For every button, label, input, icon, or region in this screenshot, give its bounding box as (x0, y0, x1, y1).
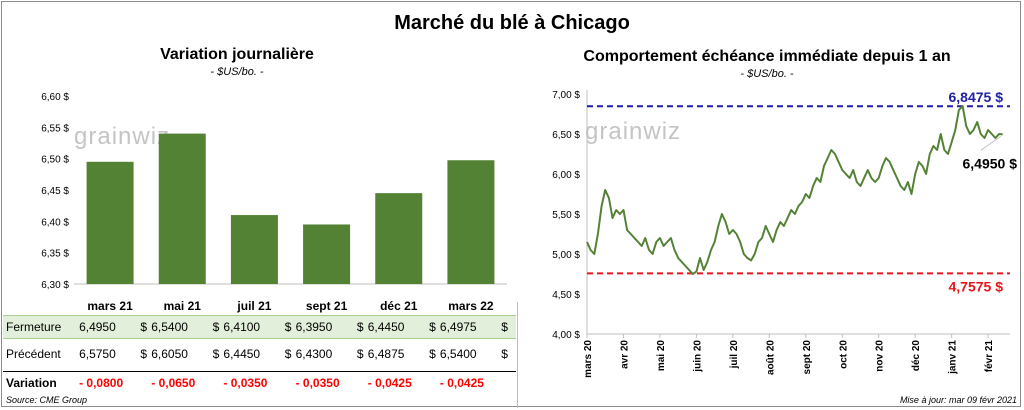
cell-value: - 0,0425 (367, 376, 412, 390)
cell-currency: $ (284, 347, 292, 361)
x-tick-label: déc 21 (380, 299, 418, 313)
cell-value: - 0,0800 (79, 376, 124, 390)
cell-value: 6,5750 (79, 347, 116, 361)
cell-value: 6,6050 (151, 347, 188, 361)
y-tick-label: 4,50 $ (552, 290, 580, 301)
page-title: Marché du blé à Chicago (394, 12, 630, 34)
y-tick-label: 6,30 $ (41, 280, 69, 291)
x-tick-label: avr 20 (619, 340, 630, 369)
bar (303, 224, 351, 284)
cell-value: 6,4875 (367, 347, 405, 361)
cell-currency: $ (284, 320, 292, 334)
cell-value: 6,5400 (151, 320, 188, 334)
cell-currency: $ (212, 320, 220, 334)
x-tick-label: août 20 (765, 340, 776, 375)
bar (375, 193, 423, 284)
table-row-close: Fermeture 6,4950 $6,5400 $6,4100 $6,3950 $6,… (3, 315, 516, 339)
bar (447, 160, 495, 284)
x-tick-label: mars 22 (448, 299, 494, 313)
x-tick-label: mars 20 (583, 340, 594, 378)
cell-currency: $ (501, 347, 508, 361)
cell-value: 6,4450 (223, 347, 261, 361)
x-tick-label: juin 20 (692, 340, 703, 373)
x-tick-label: déc 20 (911, 340, 922, 372)
x-tick-label: févr 21 (984, 340, 995, 373)
y-tick-label: 6,00 $ (552, 170, 580, 181)
last-value-label: 6,4950 $ (963, 155, 1018, 171)
cell-currency: $ (212, 347, 220, 361)
price-line (586, 105, 1003, 275)
x-tick-label: sept 20 (802, 340, 813, 375)
y-tick-label: 5,50 $ (552, 210, 580, 221)
x-tick-label: mars 21 (87, 299, 133, 313)
cell-value: 6,4950 (79, 320, 116, 334)
y-tick-label: 6,45 $ (41, 186, 69, 197)
divider (517, 302, 518, 408)
cell-value: - 0,0350 (295, 376, 340, 390)
table-row-previous: Précédent 6,5750 $6,6050 $6,4450 $6,4300 $6,… (3, 343, 516, 365)
line-chart-title: Comportement échéance immédiate depuis 1… (583, 48, 951, 65)
bar-chart-subtitle: - $US/bo. - (210, 66, 264, 78)
row-label: Variation (6, 376, 57, 390)
update-note: Mise à jour: mar 09 févr 2021 (899, 395, 1017, 405)
y-tick-label: 6,60 $ (41, 92, 69, 103)
cell-currency: $ (356, 347, 364, 361)
row-label: Fermeture (6, 320, 62, 334)
cell-value: 6,4975 (439, 320, 477, 334)
row-label: Précédent (6, 347, 61, 361)
line-chart-subtitle: - $US/bo. - (740, 68, 794, 80)
bar (158, 133, 206, 284)
bar (86, 161, 134, 284)
y-tick-label: 6,35 $ (41, 249, 69, 260)
y-tick-label: 6,40 $ (41, 217, 69, 228)
y-tick-label: 5,00 $ (552, 250, 580, 261)
cell-currency: $ (429, 347, 436, 361)
cell-currency: $ (501, 320, 508, 334)
bar-chart-title: Variation journalière (160, 46, 314, 63)
cell-currency: $ (140, 320, 148, 334)
y-tick-label: 7,00 $ (552, 90, 580, 101)
cell-value: - 0,0350 (223, 376, 268, 390)
cell-currency: $ (140, 347, 148, 361)
cell-value: 6,5400 (439, 347, 477, 361)
cell-value: - 0,0650 (151, 376, 196, 390)
high-label: 6,8475 $ (949, 89, 1004, 105)
x-tick-label: sept 21 (306, 299, 348, 313)
y-tick-label: 6,55 $ (41, 123, 69, 134)
y-tick-label: 6,50 $ (41, 155, 69, 166)
cell-value: 6,4300 (295, 347, 333, 361)
x-tick-label: juil 21 (236, 299, 271, 313)
cell-value: 6,3950 (295, 320, 333, 334)
x-tick-label: nov 20 (875, 340, 886, 372)
x-tick-label: juil 20 (729, 340, 740, 370)
bar-chart: grainwiz 6,30 $ 6,35 $ 6,40 $ 6,45 $ 6,50 $ 6,… (41, 92, 507, 313)
table-row-variation: Variation - 0,0800 - 0,0650 - 0,0350 - 0,03… (3, 371, 516, 394)
y-tick-label: 4,00 $ (552, 330, 580, 341)
cell-value: 6,4450 (367, 320, 405, 334)
source-note: Source: CME Group (6, 395, 88, 405)
last-value-leader (980, 135, 1001, 151)
line-chart: grainwiz 4,00 $ 4,50 $ 5,00 $ 5,50 $ 6,00 $ 6,… (552, 89, 1018, 378)
x-tick-label: oct 20 (838, 340, 849, 369)
watermark: grainwiz (74, 123, 170, 150)
x-tick-label: mai 21 (164, 299, 202, 313)
low-label: 4,7575 $ (949, 278, 1004, 294)
bar (230, 215, 278, 284)
cell-value: 6,4100 (223, 320, 261, 334)
y-tick-label: 6,50 $ (552, 130, 580, 141)
watermark: grainwiz (585, 118, 681, 145)
cell-value: - 0,0425 (439, 376, 484, 390)
cell-currency: $ (356, 320, 364, 334)
x-tick-label: janv 21 (948, 340, 959, 375)
cell-currency: $ (429, 320, 436, 334)
x-tick-label: mai 20 (656, 340, 667, 372)
